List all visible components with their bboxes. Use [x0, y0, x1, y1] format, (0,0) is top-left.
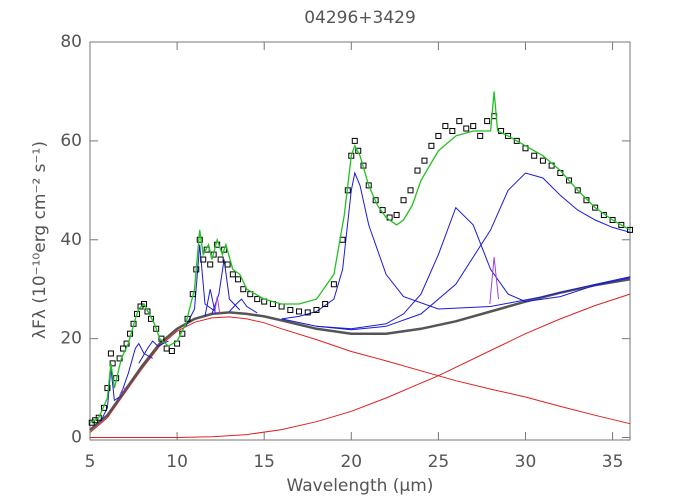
x-tick-label: 10 — [166, 452, 188, 472]
data-point — [574, 187, 581, 194]
data-point — [583, 197, 590, 204]
x-tick-label: 20 — [340, 452, 362, 472]
fit-curve — [229, 298, 258, 314]
data-point — [95, 414, 102, 421]
data-point — [304, 309, 311, 316]
data-point — [414, 167, 421, 174]
fit-curve — [89, 91, 631, 424]
data-point — [421, 157, 428, 164]
x-tick-label: 30 — [515, 452, 537, 472]
data-point — [144, 308, 151, 315]
data-point — [141, 301, 147, 308]
data-point — [109, 360, 116, 367]
data-point — [235, 276, 242, 283]
data-point — [393, 212, 400, 219]
data-point — [229, 271, 236, 278]
data-point — [313, 306, 320, 313]
fit-curve — [316, 206, 631, 330]
data-point — [428, 142, 435, 149]
fit-curve — [281, 171, 631, 320]
data-point — [539, 157, 546, 164]
data-point — [365, 182, 372, 189]
data-point — [513, 137, 520, 144]
fit-curve — [89, 278, 631, 432]
plot-frame — [89, 41, 631, 441]
y-tick-label: 60 — [60, 131, 82, 151]
fit-curve — [119, 387, 127, 396]
fit-curve — [185, 244, 216, 327]
data-point — [207, 261, 214, 268]
data-point — [240, 286, 247, 293]
data-point — [505, 132, 512, 139]
data-point — [470, 123, 477, 130]
data-point — [168, 348, 175, 355]
y-tick-label: 80 — [60, 32, 82, 52]
data-point — [484, 118, 491, 125]
data-point — [254, 296, 261, 303]
x-tick-label: 5 — [85, 452, 96, 472]
data-point — [531, 152, 538, 159]
data-point — [107, 350, 114, 357]
data-point — [116, 355, 123, 362]
data-point — [217, 256, 224, 263]
fit-curve — [90, 293, 631, 438]
data-point — [407, 187, 414, 194]
data-point — [296, 308, 303, 315]
data-point — [322, 301, 329, 308]
data-point — [400, 197, 407, 204]
x-tick-label: 35 — [602, 452, 624, 472]
fit-curve — [138, 340, 169, 364]
data-point — [158, 335, 165, 342]
data-point — [278, 303, 285, 310]
data-point — [224, 261, 231, 268]
data-point — [153, 325, 160, 332]
y-axis-label: λFλ (10⁻¹⁰erg cm⁻² s⁻¹) — [30, 141, 50, 339]
data-point — [104, 385, 111, 392]
x-tick-label: 25 — [428, 452, 450, 472]
data-point — [609, 216, 616, 223]
data-point — [435, 132, 442, 139]
data-point — [287, 306, 294, 313]
y-tick-label: 20 — [60, 329, 82, 349]
data-point — [200, 256, 207, 263]
data-point — [618, 221, 625, 228]
data-point — [330, 281, 337, 288]
y-tick-label: 0 — [71, 428, 82, 448]
data-point — [463, 125, 470, 132]
data-point — [449, 127, 456, 134]
data-point — [351, 137, 358, 144]
data-point — [566, 177, 573, 184]
data-point — [442, 123, 449, 130]
fit-curve — [489, 257, 499, 305]
fit-curve — [214, 296, 221, 314]
data-point — [477, 132, 484, 139]
y-tick-label: 40 — [60, 230, 82, 250]
fit-curve — [281, 172, 631, 331]
data-point — [196, 236, 203, 243]
fit-curve — [204, 289, 216, 317]
data-point — [134, 310, 141, 317]
data-point — [627, 226, 633, 233]
chart-title: 04296+3429 — [304, 8, 416, 28]
data-point — [456, 118, 463, 125]
data-point — [592, 204, 599, 211]
x-axis-label: Wavelength (μm) — [287, 476, 434, 496]
x-tick-label: 15 — [253, 452, 275, 472]
fit-curve — [120, 342, 153, 394]
